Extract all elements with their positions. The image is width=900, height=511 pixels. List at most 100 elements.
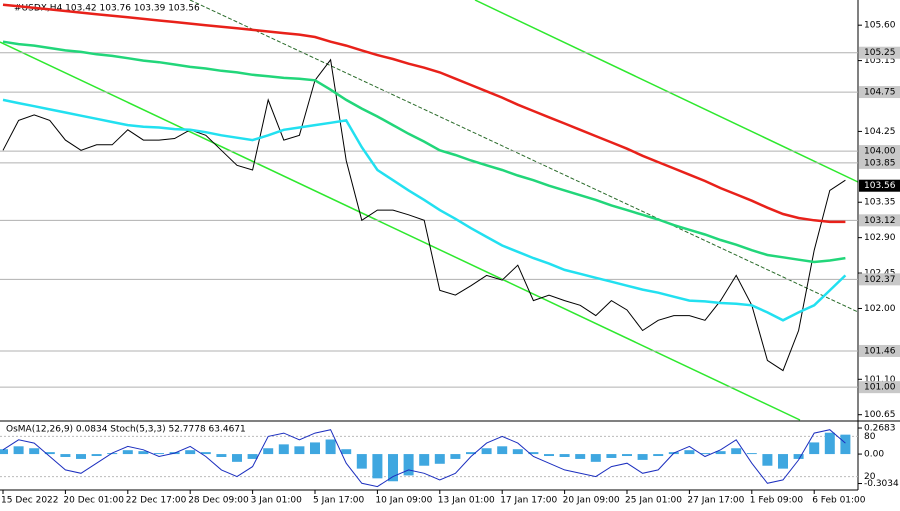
bar [263,448,274,455]
level-box [859,156,900,169]
level-label: 103.85 [864,158,896,168]
x-tick-label: 1 Feb 09:00 [750,496,804,506]
y-tick-label: 0.00 [864,450,884,460]
level-box [859,145,900,158]
bar [622,454,632,457]
level-box [859,273,900,286]
x-tick-label: 28 Dec 09:00 [188,496,249,506]
level-label: 101.00 [864,383,896,393]
bar [793,454,804,459]
x-tick-label: 17 Jan 17:00 [500,496,557,506]
bar [294,446,305,455]
y-tick-label: 105.60 [864,21,896,31]
bar [637,454,648,460]
level-label: 101.46 [864,346,896,356]
bar [138,451,149,455]
x-tick-label: 6 Feb 01:00 [812,496,866,506]
channel-lower [0,41,801,421]
x-tick-label: 20 Dec 01:00 [63,496,124,506]
bar [388,454,398,482]
y-tick-label: 0.2683 [864,424,896,434]
series-line [2,429,846,488]
chart-title: #USDX,H4 103.42 103.76 103.39 103.56 [14,4,200,14]
bar [13,446,24,455]
level-box [859,46,900,59]
y2-tick-label: 80 [864,432,876,442]
y-tick-label: -0.3034 [864,479,899,489]
bar [606,454,617,458]
x-tick-label: 27 Jan 17:00 [687,496,744,506]
bar [356,454,367,469]
y-tick-label: 105.15 [864,56,896,66]
y-tick-label: 104.25 [864,127,896,137]
bar [746,453,757,455]
bar [512,449,523,455]
bar [122,450,133,455]
x-tick-label: 10 Jan 09:00 [375,496,432,506]
level-label: 103.12 [864,216,896,226]
bar [575,454,586,459]
x-tick-label: 15 Dec 2022 [1,496,59,506]
bar [715,451,726,455]
current-price-label: 103.56 [864,181,896,191]
bar [372,454,383,479]
level-label: 105.25 [864,48,896,58]
x-tick-label: 20 Jan 09:00 [563,496,620,506]
bar [684,450,695,455]
series-line [2,40,846,264]
bar [29,448,40,455]
bar [778,454,788,469]
bar [341,449,352,455]
bar [200,452,211,455]
y-tick-label: 100.65 [864,410,896,420]
bar [419,454,430,466]
x-tick-label: 25 Jan 01:00 [625,496,682,506]
bar [700,453,710,455]
y2-tick-label: 20 [864,472,876,482]
bar [76,454,86,459]
bar [403,454,414,476]
x-tick-label: 22 Dec 17:00 [126,496,187,506]
level-box [859,214,900,227]
bar [247,454,258,459]
bar [731,448,742,455]
channel-upper [474,0,859,183]
bar [216,454,227,457]
bar [809,442,820,455]
bar [466,452,476,455]
series-line [2,3,846,224]
bar [232,454,242,462]
indicator-title: OsMA(12,26,9) 0.0834 Stoch(5,3,3) 52.777… [6,425,246,435]
bar [44,452,55,455]
bar [497,446,508,455]
bar [154,453,164,455]
bar [325,439,336,455]
y-tick-label: 102.00 [864,304,896,314]
bar [840,434,851,455]
bar [185,450,196,455]
current-price-box [859,179,900,192]
x-tick-label: 5 Jan 17:00 [313,496,365,506]
bar [310,442,320,455]
bar [528,452,539,455]
y-tick-label: 101.10 [864,375,896,385]
series-line [2,58,846,372]
level-box [859,344,900,357]
bar [559,454,570,457]
level-label: 102.37 [864,275,896,285]
bar [278,444,289,455]
bar [450,454,461,459]
trend-line [189,0,859,313]
bar [434,454,445,464]
y-tick-label: 103.35 [864,198,896,208]
bar [0,449,8,455]
bar [544,454,554,457]
bar [91,454,102,457]
bar [762,454,773,466]
level-label: 104.00 [864,147,896,157]
bar [653,454,664,457]
bar [590,454,601,462]
level-label: 104.75 [864,88,896,98]
bar [60,454,71,457]
